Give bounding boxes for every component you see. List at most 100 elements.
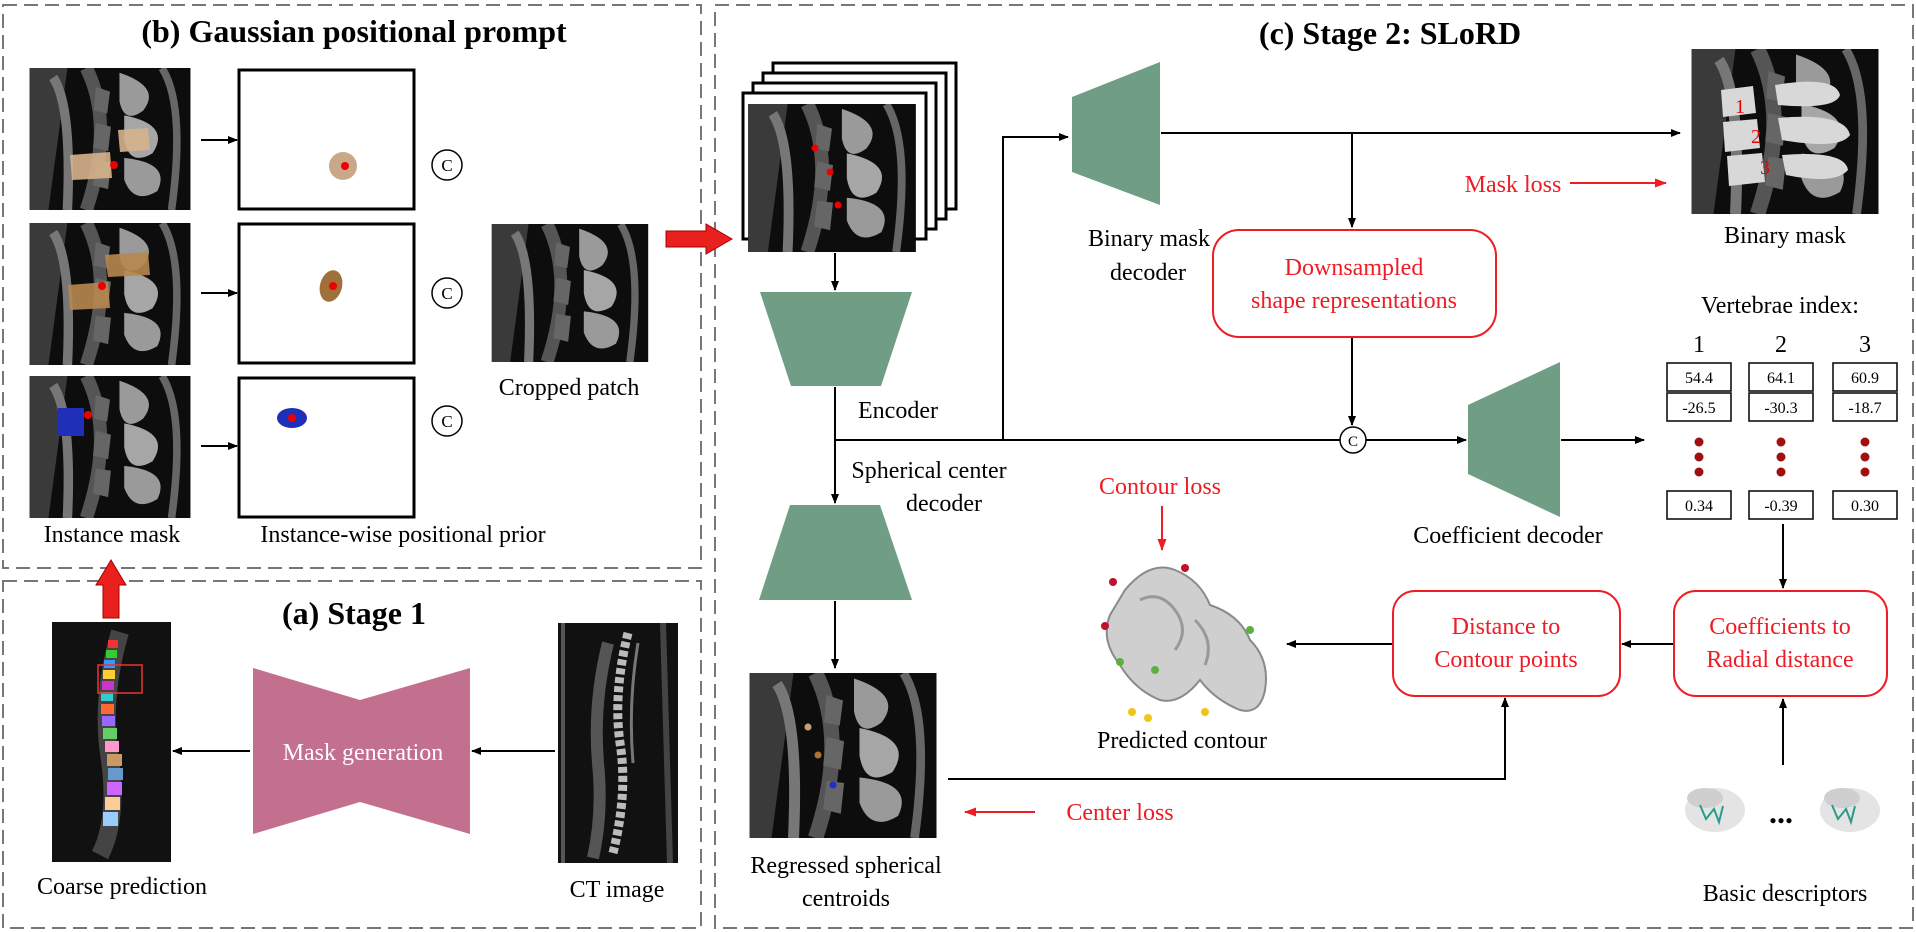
mask-generation-network: Mask generation	[253, 668, 470, 834]
regressed-centroids-label-1: Regressed spherical	[750, 853, 942, 879]
panel-c-border	[714, 4, 1914, 929]
instance-mask-label: Instance mask	[44, 522, 181, 548]
ct-image	[558, 623, 678, 863]
ellipsis-dot	[1694, 452, 1704, 462]
cropped-patch-label: Cropped patch	[499, 375, 640, 401]
basic-descriptor-1	[1685, 788, 1745, 832]
mask-generation-label: Mask generation	[283, 740, 444, 766]
predicted-contour-image	[1101, 564, 1267, 722]
svg-text:C: C	[441, 156, 452, 175]
encoder-network	[760, 292, 912, 386]
panel-b-title: (b) Gaussian positional prompt	[141, 13, 567, 49]
panel-a-title: (a) Stage 1	[282, 595, 426, 631]
contour-loss-label: Contour loss	[1099, 474, 1221, 500]
red-arrow-to-stage2	[665, 223, 734, 255]
panel-a-border	[2, 580, 702, 929]
svg-text:C: C	[441, 284, 452, 303]
binary-mask-decoder-label-1: Binary mask	[1088, 226, 1210, 252]
positional-prior-label: Instance-wise positional prior	[260, 522, 545, 548]
coef-value-top: 64.1	[1767, 370, 1795, 387]
vertebrae-coefficient-table: 1 54.4 -26.5 0.34 2 64.1 -30.3 -0.39 3 60.9 -18.7 0…	[1666, 332, 1898, 520]
coef-box-bottom	[1666, 490, 1732, 520]
regressed-centroids-label-2: centroids	[802, 886, 890, 912]
vertebra-index-2: 2	[1775, 332, 1787, 358]
svg-text:C: C	[441, 412, 452, 431]
basic-descriptor-2	[1820, 788, 1880, 832]
panel-c-title: (c) Stage 2: SLoRD	[1259, 15, 1521, 51]
spherical-center-decoder-network	[759, 505, 912, 600]
ellipsis-dot	[1694, 467, 1704, 477]
coef-box-mid	[1832, 392, 1898, 422]
binary-mask-image	[1692, 49, 1879, 214]
coef-value-mid: -26.5	[1682, 400, 1715, 417]
spherical-center-decoder-label-2: decoder	[906, 491, 982, 517]
coef-box-bottom	[1832, 490, 1898, 520]
binary-mask-decoder-label-2: decoder	[1110, 260, 1186, 286]
ellipsis-dot	[1694, 437, 1704, 447]
coef-value-bottom: 0.30	[1851, 498, 1879, 515]
distance-to-contour-box: Distance to Contour points	[1392, 590, 1621, 697]
prior-box-2	[237, 222, 416, 365]
svg-text:Radial distance: Radial distance	[1706, 647, 1853, 673]
instance-mask-row-3	[30, 376, 191, 518]
concat-symbol-1: C	[431, 149, 463, 181]
instance-mask-row-1	[30, 68, 191, 210]
coef-value-bottom: -0.39	[1764, 498, 1797, 515]
svg-text:C: C	[1348, 434, 1358, 450]
basic-descriptors-label: Basic descriptors	[1703, 881, 1868, 907]
prior-box-3	[237, 376, 416, 519]
spherical-center-decoder-label-1: Spherical center	[851, 458, 1006, 484]
coef-box-mid	[1666, 392, 1732, 422]
coef-box-top	[1748, 362, 1814, 392]
cropped-patch-image	[492, 224, 648, 362]
ellipsis-dot	[1860, 437, 1870, 447]
coefficient-decoder-label: Coefficient decoder	[1413, 523, 1602, 549]
instance-mask-row-2	[30, 223, 191, 365]
concat-symbol-stage2: C	[1339, 426, 1367, 454]
coef-value-mid: -18.7	[1848, 400, 1881, 417]
vertebrae-index-label: Vertebrae index:	[1701, 293, 1859, 319]
coarse-prediction-image	[52, 622, 171, 862]
mask-loss-label: Mask loss	[1465, 172, 1562, 198]
coef-value-bottom: 0.34	[1685, 498, 1713, 515]
concat-symbol-3: C	[431, 405, 463, 437]
ellipsis-dot	[1860, 452, 1870, 462]
svg-text:shape representations: shape representations	[1251, 288, 1457, 314]
vertebra-index-3: 3	[1859, 332, 1871, 358]
svg-text:Contour points: Contour points	[1434, 647, 1577, 673]
center-loss-label: Center loss	[1066, 800, 1173, 826]
svg-text:Distance to: Distance to	[1452, 614, 1561, 640]
mask-index-2: 2	[1751, 126, 1761, 148]
coefficients-to-radial-box: Coefficients to Radial distance	[1673, 590, 1888, 697]
descriptor-ellipsis: ...	[1769, 794, 1793, 830]
stacked-input-patches	[743, 61, 958, 252]
coefficient-decoder-network	[1468, 362, 1560, 517]
panel-b-border	[2, 4, 702, 569]
downsampled-shape-box: Downsampled shape representations	[1212, 229, 1497, 338]
ellipsis-dot	[1776, 452, 1786, 462]
prior-box-1	[237, 68, 416, 211]
binary-mask-decoder-network	[1072, 62, 1160, 205]
mask-index-1: 1	[1735, 96, 1745, 118]
coef-value-mid: -30.3	[1764, 400, 1797, 417]
predicted-contour-label: Predicted contour	[1097, 728, 1267, 754]
red-arrow-to-prompt	[95, 559, 127, 619]
coef-box-mid	[1748, 392, 1814, 422]
encoder-label: Encoder	[858, 398, 938, 424]
coef-value-top: 60.9	[1851, 370, 1879, 387]
svg-text:Downsampled: Downsampled	[1285, 255, 1424, 281]
concat-symbol-2: C	[431, 277, 463, 309]
svg-text:Coefficients to: Coefficients to	[1709, 614, 1851, 640]
vertebra-index-1: 1	[1693, 332, 1705, 358]
mask-index-labels: 1 2 3	[1735, 96, 1770, 179]
ct-image-label: CT image	[570, 877, 665, 903]
ellipsis-dot	[1776, 467, 1786, 477]
coef-value-top: 54.4	[1685, 370, 1713, 387]
ellipsis-dot	[1776, 437, 1786, 447]
binary-mask-label: Binary mask	[1724, 223, 1846, 249]
coef-box-top	[1832, 362, 1898, 392]
coef-box-bottom	[1748, 490, 1814, 520]
ellipsis-dot	[1860, 467, 1870, 477]
mask-index-3: 3	[1760, 157, 1770, 179]
